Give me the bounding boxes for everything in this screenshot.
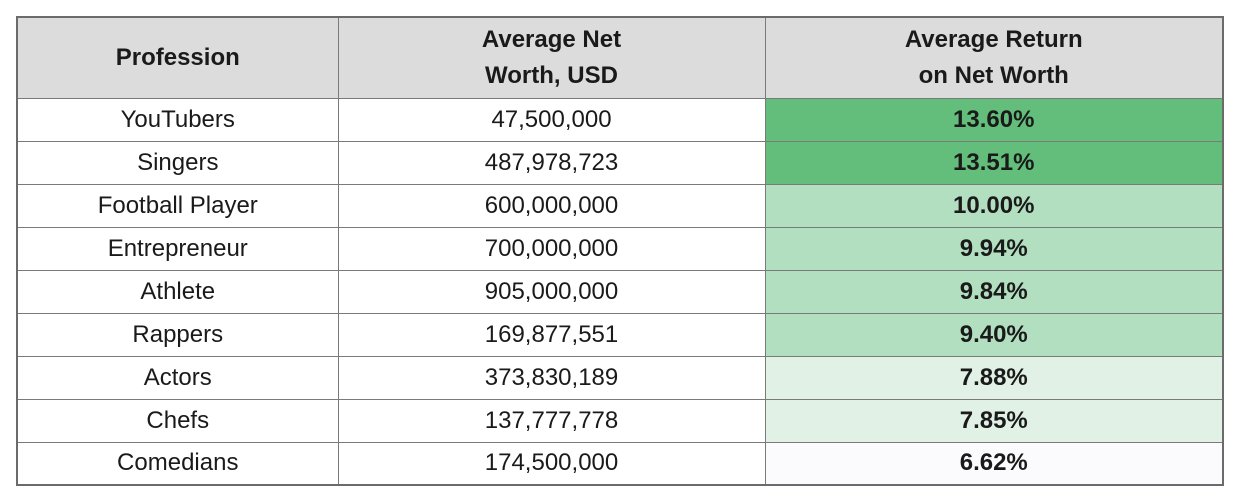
cell-return: 10.00% bbox=[764, 183, 1224, 228]
cell-net-worth: 373,830,189 bbox=[337, 355, 766, 400]
header-average-net-worth: Average Net Worth, USD bbox=[337, 16, 766, 99]
data-table-container: Profession Average Net Worth, USD Averag… bbox=[16, 16, 1224, 486]
cell-return: 6.62% bbox=[764, 441, 1224, 486]
cell-net-worth: 137,777,778 bbox=[337, 398, 766, 443]
cell-net-worth: 700,000,000 bbox=[337, 226, 766, 271]
table-row: Comedians 174,500,000 6.62% bbox=[16, 441, 1224, 486]
cell-profession: Athlete bbox=[16, 269, 339, 314]
cell-profession: Rappers bbox=[16, 312, 339, 357]
profession-net-worth-table: Profession Average Net Worth, USD Averag… bbox=[16, 16, 1224, 486]
table-row: Actors 373,830,189 7.88% bbox=[16, 355, 1224, 400]
table-row: YouTubers 47,500,000 13.60% bbox=[16, 97, 1224, 142]
cell-profession: Football Player bbox=[16, 183, 339, 228]
table-body: YouTubers 47,500,000 13.60% Singers 487,978,… bbox=[16, 97, 1224, 486]
cell-return: 7.88% bbox=[764, 355, 1224, 400]
cell-return: 7.85% bbox=[764, 398, 1224, 443]
table-row: Rappers 169,877,551 9.40% bbox=[16, 312, 1224, 357]
table-row: Entrepreneur 700,000,000 9.94% bbox=[16, 226, 1224, 271]
cell-profession: Actors bbox=[16, 355, 339, 400]
table-row: Singers 487,978,723 13.51% bbox=[16, 140, 1224, 185]
table-row: Football Player 600,000,000 10.00% bbox=[16, 183, 1224, 228]
cell-return: 13.51% bbox=[764, 140, 1224, 185]
cell-return: 13.60% bbox=[764, 97, 1224, 142]
cell-profession: YouTubers bbox=[16, 97, 339, 142]
cell-return: 9.84% bbox=[764, 269, 1224, 314]
cell-net-worth: 600,000,000 bbox=[337, 183, 766, 228]
cell-net-worth: 174,500,000 bbox=[337, 441, 766, 486]
cell-profession: Comedians bbox=[16, 441, 339, 486]
table-row: Athlete 905,000,000 9.84% bbox=[16, 269, 1224, 314]
cell-return: 9.40% bbox=[764, 312, 1224, 357]
header-profession: Profession bbox=[16, 16, 339, 99]
cell-profession: Singers bbox=[16, 140, 339, 185]
header-average-return: Average Return on Net Worth bbox=[764, 16, 1224, 99]
cell-profession: Chefs bbox=[16, 398, 339, 443]
cell-net-worth: 487,978,723 bbox=[337, 140, 766, 185]
cell-net-worth: 169,877,551 bbox=[337, 312, 766, 357]
cell-net-worth: 905,000,000 bbox=[337, 269, 766, 314]
cell-profession: Entrepreneur bbox=[16, 226, 339, 271]
cell-return: 9.94% bbox=[764, 226, 1224, 271]
table-row: Chefs 137,777,778 7.85% bbox=[16, 398, 1224, 443]
header-row: Profession Average Net Worth, USD Averag… bbox=[16, 16, 1224, 99]
cell-net-worth: 47,500,000 bbox=[337, 97, 766, 142]
